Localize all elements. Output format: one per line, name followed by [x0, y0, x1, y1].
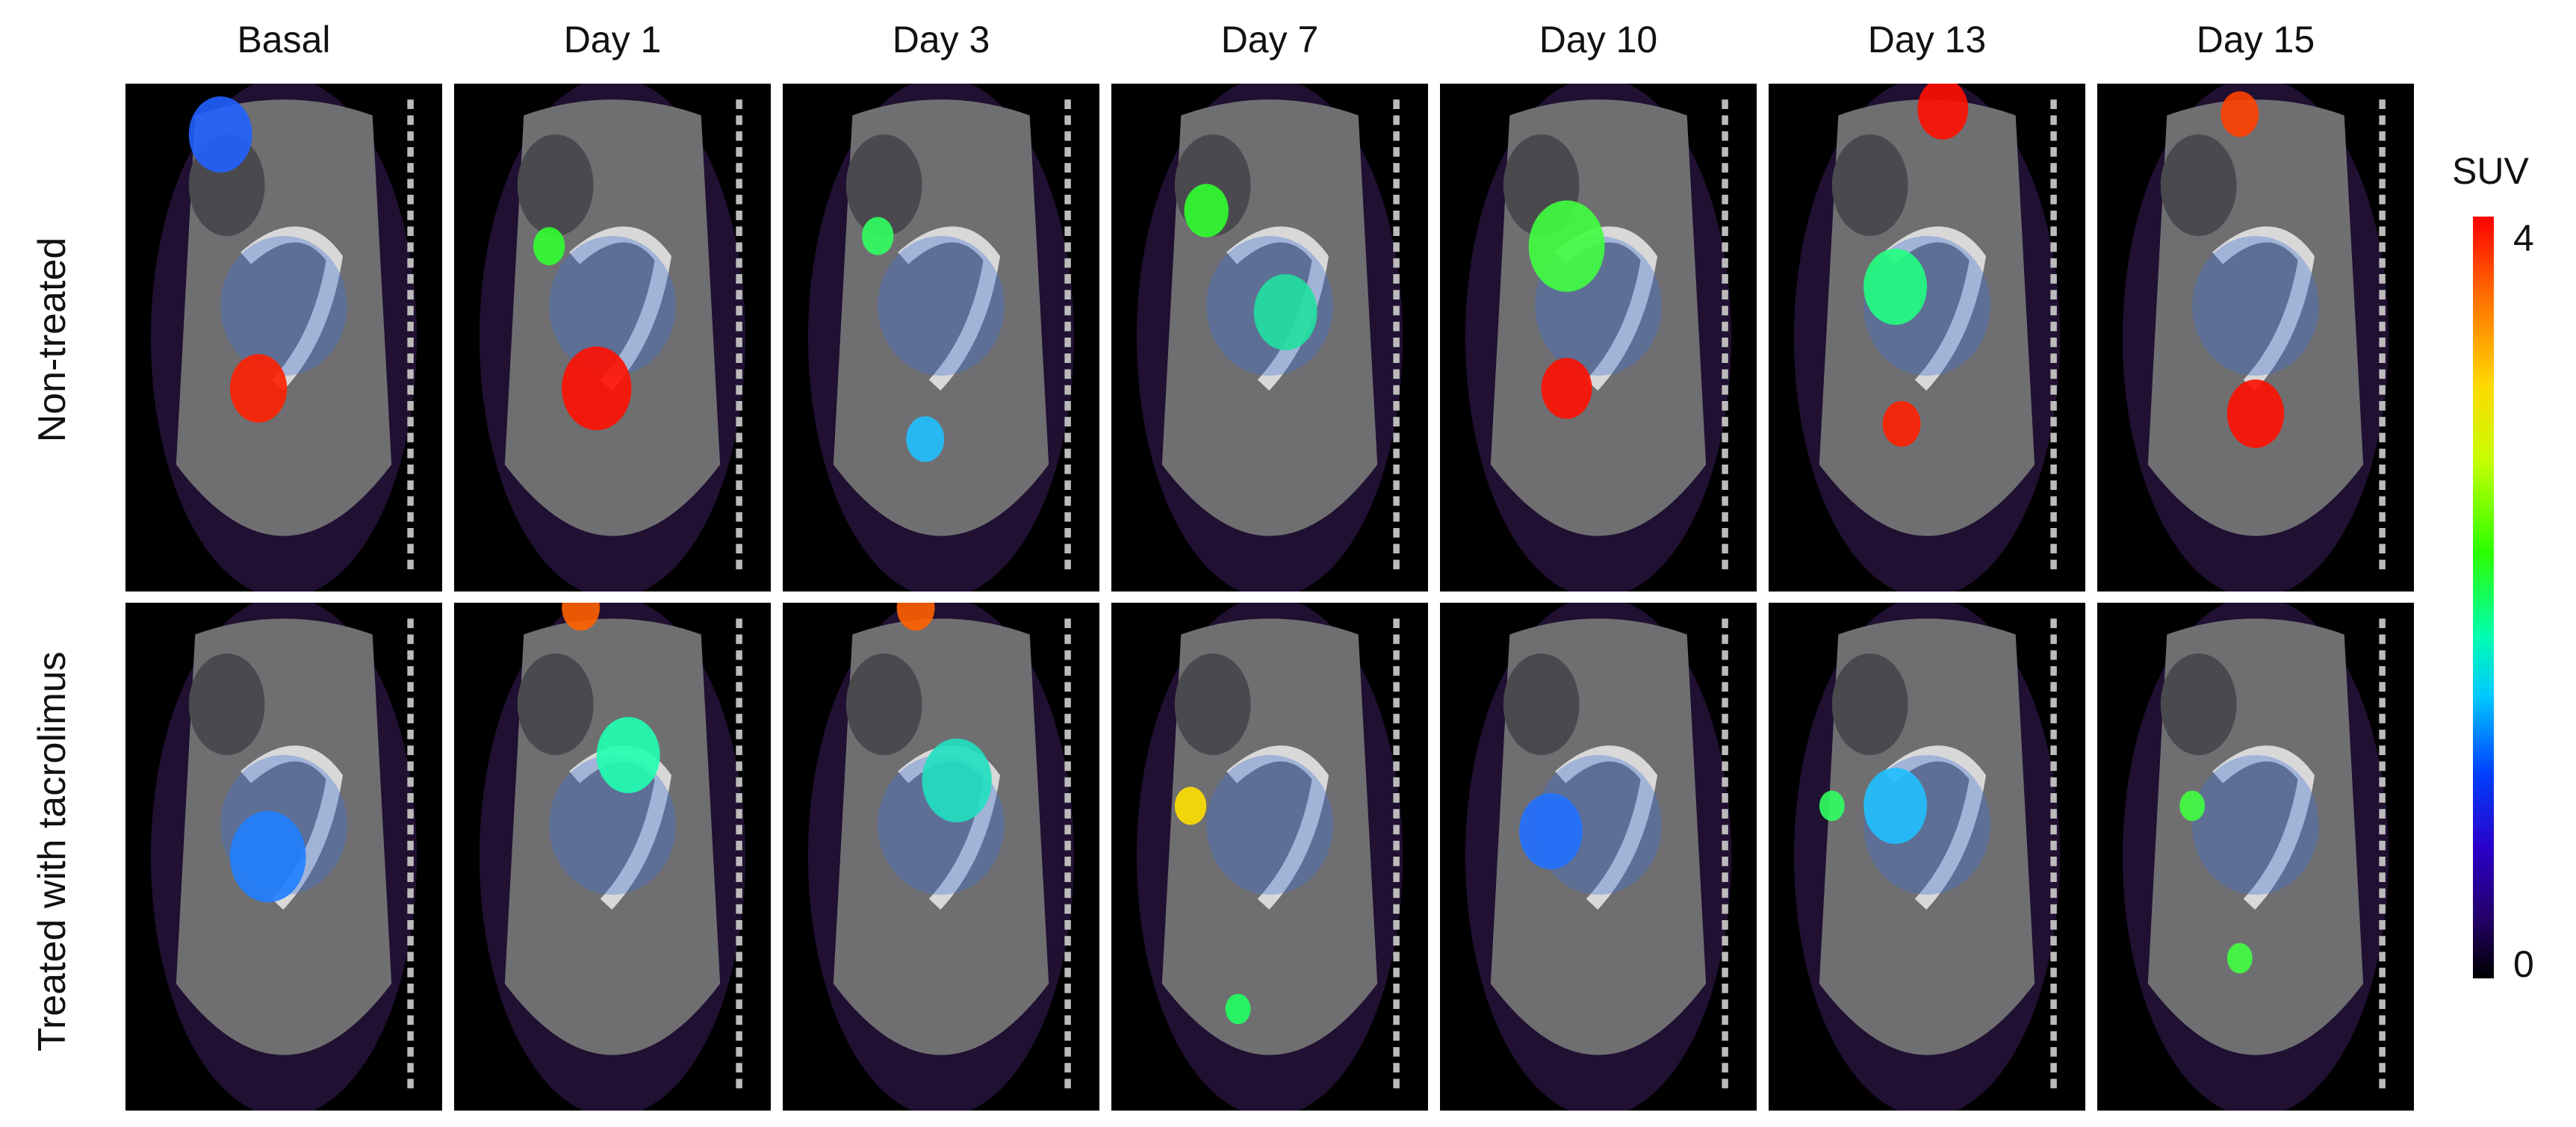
colorbar-max-label: 4 [2513, 217, 2534, 259]
pet-ct-scan-image [783, 603, 1099, 1111]
column-header-day-3: Day 3 [892, 19, 990, 60]
column-header-day-1: Day 1 [563, 19, 662, 60]
row-label-treated-with-tacrolimus: Treated with tacrolimus [31, 651, 74, 1052]
pet-ct-image-grid [125, 84, 2415, 1118]
pet-ct-scan-image [2097, 603, 2414, 1111]
pet-ct-scan-image [125, 84, 442, 592]
colorbar-title: SUV [2452, 150, 2529, 192]
column-header-basal: Basal [237, 19, 331, 60]
pet-ct-scan-image [454, 603, 771, 1111]
pet-ct-scan-image [2097, 84, 2414, 592]
pet-ct-scan-image [1111, 84, 1428, 592]
row-label-non-treated: Non-treated [31, 237, 74, 443]
pet-ct-scan-image [454, 84, 771, 592]
column-header-day-15: Day 15 [2196, 19, 2315, 60]
column-header-day-10: Day 10 [1539, 19, 1658, 60]
pet-ct-scan-image [1111, 603, 1428, 1111]
pet-ct-scan-image [1440, 603, 1757, 1111]
pet-ct-scan-image [783, 84, 1099, 592]
pet-ct-scan-image [1769, 84, 2085, 592]
colorbar-min-label: 0 [2513, 943, 2534, 985]
pet-ct-scan-image [1769, 603, 2085, 1111]
column-header-day-7: Day 7 [1220, 19, 1319, 60]
pet-ct-scan-image [1440, 84, 1757, 592]
pet-ct-scan-image [125, 603, 442, 1111]
suv-colorbar [2473, 217, 2494, 978]
column-header-day-13: Day 13 [1867, 19, 1987, 60]
